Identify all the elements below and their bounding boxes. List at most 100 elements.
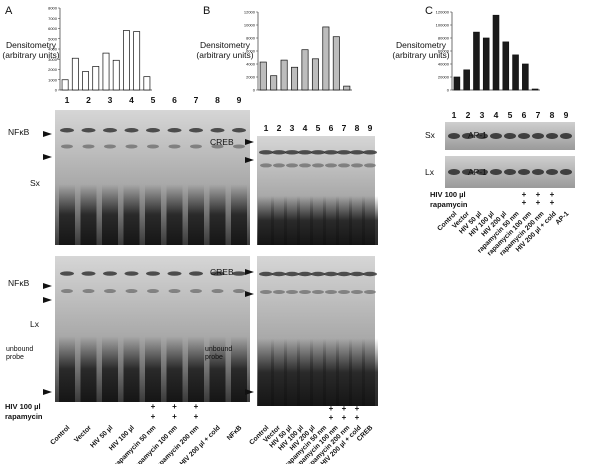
band (324, 150, 338, 155)
arrowhead (245, 269, 254, 275)
band (210, 271, 225, 276)
probe-smear (336, 195, 352, 245)
y-tick-label: 40000 (438, 62, 450, 67)
lane-number: 1 (65, 95, 70, 105)
bar (291, 66, 299, 91)
band (147, 289, 159, 294)
y-axis-title: Densitometry (arbitrary units) (196, 40, 254, 60)
bar (102, 52, 110, 91)
lane-number: 2 (466, 110, 471, 120)
lane-number: 2 (86, 95, 91, 105)
gel-label: AP-1 (468, 130, 487, 140)
lane-number: 5 (508, 110, 513, 120)
gel-label: Sx (30, 178, 41, 188)
band (363, 271, 377, 277)
probe-smear (166, 336, 183, 402)
plus-mark: + (342, 413, 347, 422)
band (273, 290, 285, 294)
probe-smear (336, 338, 352, 406)
lane-number: 1 (452, 110, 457, 120)
lane-number: 9 (564, 110, 569, 120)
bar (473, 31, 480, 91)
plus-mark: + (172, 402, 177, 411)
band (81, 271, 96, 276)
plus-mark: + (151, 412, 156, 421)
bar (82, 71, 89, 91)
probe-smear (258, 338, 274, 406)
gel-label: NFκB (8, 278, 30, 288)
probe-smear (310, 338, 326, 406)
lane-number: 4 (494, 110, 499, 120)
y-tick-label: 100000 (436, 23, 450, 28)
lane-number: 6 (522, 110, 527, 120)
arrowhead (245, 389, 254, 395)
band (311, 150, 325, 155)
band (124, 128, 139, 133)
lane-number: 4 (129, 95, 134, 105)
y-axis-title: Densitometry (arbitrary units) (392, 40, 450, 60)
band (462, 133, 474, 139)
lane-number: 1 (264, 123, 269, 133)
condition-label: Vector (73, 424, 93, 444)
bar (463, 69, 470, 91)
band (147, 144, 159, 149)
band (146, 271, 160, 276)
probe-smear (145, 184, 161, 245)
treatment-label: rapamycin (430, 200, 468, 209)
y-tick-label: 8000 (48, 6, 58, 11)
band (286, 163, 298, 168)
band (103, 128, 117, 133)
probe-smear (102, 336, 118, 402)
plus-mark: + (522, 190, 527, 199)
band (298, 271, 312, 277)
probe-smear (297, 338, 313, 406)
arrowhead (43, 283, 52, 289)
bar (259, 61, 267, 91)
y-tick-label: 60000 (438, 49, 450, 54)
band (189, 271, 203, 276)
y-axis-title: Densitometry (arbitrary units) (2, 40, 60, 60)
band (104, 289, 116, 294)
band (337, 150, 351, 155)
bar (502, 41, 510, 91)
band (81, 128, 96, 133)
band (60, 128, 74, 133)
probe-smear (145, 336, 161, 402)
arrowhead (43, 154, 52, 160)
band (504, 133, 516, 139)
band (124, 271, 139, 276)
lane-number: 4 (303, 123, 308, 133)
band (448, 133, 460, 139)
bar (492, 14, 500, 91)
probe-smear (271, 195, 287, 245)
y-tick-label: 0 (253, 88, 256, 93)
band (546, 169, 558, 175)
band (189, 128, 203, 133)
probe-smear (59, 184, 75, 245)
probe-smear (258, 195, 274, 245)
band (504, 169, 516, 175)
probe-smear (323, 338, 339, 406)
band (272, 150, 286, 155)
gel-label: CREB (210, 137, 234, 147)
bar (522, 63, 529, 91)
band (168, 144, 181, 149)
gel-label: CREB (210, 267, 234, 277)
condition-label: AP-1 (555, 210, 571, 226)
probe-smear (284, 195, 300, 245)
probe-smear (362, 195, 378, 245)
band (167, 128, 182, 133)
y-tick-label: 3000 (48, 57, 58, 62)
probe-smear (80, 336, 97, 402)
y-tick-label: 7000 (48, 16, 58, 21)
probe-smear (123, 336, 140, 402)
band (125, 144, 138, 149)
probe-smear (166, 184, 183, 245)
bar (143, 76, 151, 91)
band (260, 163, 272, 168)
arrowhead (43, 297, 52, 303)
bar (280, 59, 288, 91)
y-tick-label: 6000 (48, 26, 58, 31)
probe-smear (231, 336, 247, 402)
